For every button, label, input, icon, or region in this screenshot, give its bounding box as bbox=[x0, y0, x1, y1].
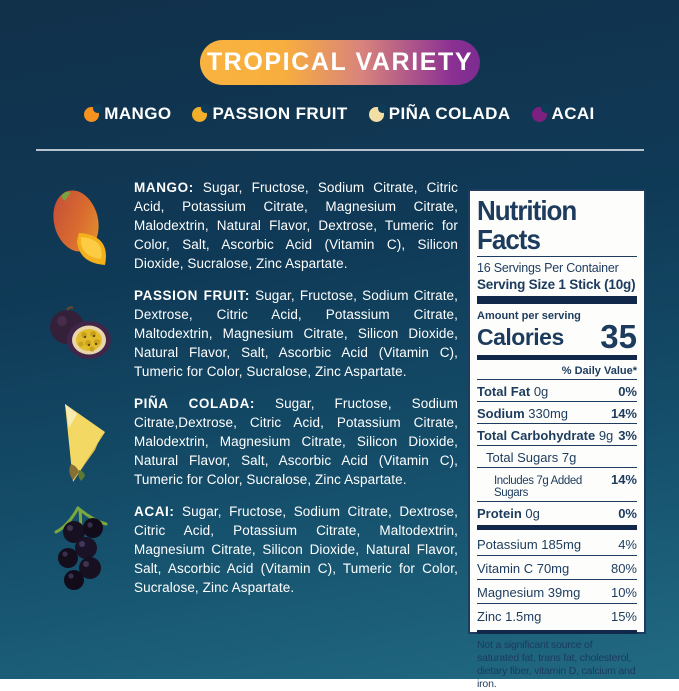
vitamin-label: Vitamin C 70mg bbox=[477, 560, 570, 576]
nutrition-row-sodium: Sodium 330mg 14% bbox=[477, 402, 637, 425]
daily-value: 80% bbox=[610, 560, 637, 576]
passion-fruit-dot-icon bbox=[192, 103, 211, 122]
legend-item-mango: MANGO bbox=[84, 103, 172, 124]
daily-value: 14% bbox=[610, 405, 637, 421]
legend-label: PASSION FRUIT bbox=[212, 104, 348, 123]
thick-bar bbox=[477, 355, 637, 361]
nutrition-row-total-carbohydrate: Total Carbohydrate 9g 3% bbox=[477, 424, 637, 447]
daily-value: 0% bbox=[618, 505, 637, 521]
banner-title: TROPICAL VARIETY bbox=[206, 48, 474, 76]
ingredients-list: MANGO: Sugar, Fructose, Sodium Citrate, … bbox=[36, 178, 458, 615]
calories-label: Calories bbox=[477, 324, 564, 351]
nutrition-facts-panel: Nutrition Facts 16 Servings Per Containe… bbox=[468, 189, 646, 690]
legend-label: MANGO bbox=[104, 104, 172, 123]
vitamin-rows: Potassium 185mg 4% Vitamin C 70mg 80% Magnes… bbox=[477, 532, 637, 627]
ingredient-text: PIÑA COLADA: Sugar, Fructose, Sodium Cit… bbox=[134, 396, 458, 487]
nutrient-label: Includes 7g Added Sugars bbox=[494, 474, 582, 499]
acai-icon bbox=[36, 502, 124, 602]
nutrient-rows: Total Fat 0g 0% Sodium 330mg 14% Total Carbo… bbox=[477, 380, 637, 523]
nutrient-label: Protein 0g bbox=[477, 505, 540, 521]
daily-value: 14% bbox=[610, 471, 637, 487]
thick-bar bbox=[477, 295, 637, 304]
ingredient-text: MANGO: Sugar, Fructose, Sodium Citrate, … bbox=[134, 180, 458, 271]
legend-item-acai: ACAI bbox=[531, 103, 595, 124]
ingredient-row-passion-fruit: PASSION FRUIT: Sugar, Fructose, Sodium C… bbox=[36, 286, 458, 381]
tropical-variety-banner: TROPICAL VARIETY bbox=[200, 40, 480, 85]
calories-value: 35 bbox=[600, 317, 637, 355]
mango-icon bbox=[36, 178, 124, 273]
daily-value: 4% bbox=[618, 536, 637, 552]
calories-row: Calories 35 bbox=[477, 317, 637, 355]
pi-a-colada-dot-icon bbox=[368, 103, 387, 122]
daily-value: 15% bbox=[610, 608, 637, 624]
pineapple-icon bbox=[36, 394, 124, 489]
thick-bar bbox=[477, 630, 637, 635]
daily-value: 0% bbox=[618, 383, 637, 399]
nutrient-label: Sodium 330mg bbox=[477, 405, 569, 421]
vitamin-row-potassium-185mg: Potassium 185mg 4% bbox=[477, 532, 637, 557]
daily-value-header: % Daily Value* bbox=[477, 362, 637, 381]
nutrient-label: Total Fat 0g bbox=[477, 383, 549, 399]
legend-item-pi-a-colada: PIÑA COLADA bbox=[368, 103, 511, 124]
nutrition-row-protein: Protein 0g 0% bbox=[477, 502, 637, 523]
passion-fruit-icon bbox=[36, 286, 124, 381]
nutrition-row-total-fat: Total Fat 0g 0% bbox=[477, 380, 637, 403]
vitamin-row-vitamin-c-70mg: Vitamin C 70mg 80% bbox=[477, 556, 637, 581]
nutrition-footnote: Not a significant source of saturated fa… bbox=[477, 639, 636, 691]
legend-label: PIÑA COLADA bbox=[388, 104, 511, 123]
ingredient-row-acai: ACAI: Sugar, Fructose, Sodium Citrate, D… bbox=[36, 502, 458, 602]
vitamin-row-magnesium-39mg: Magnesium 39mg 10% bbox=[477, 580, 637, 605]
nutrition-row-total-sugars: Total Sugars 7g bbox=[477, 446, 637, 469]
ingredient-text: ACAI: Sugar, Fructose, Sodium Citrate, D… bbox=[134, 504, 458, 595]
nutrition-facts-title: Nutrition Facts bbox=[477, 193, 577, 256]
legend-item-passion-fruit: PASSION FRUIT bbox=[192, 103, 348, 124]
legend-label: ACAI bbox=[551, 104, 595, 123]
nutrition-row-includes-7g-added-sugars: Includes 7g Added Sugars 14% bbox=[477, 468, 637, 503]
daily-value: 10% bbox=[610, 584, 637, 600]
daily-value: 3% bbox=[618, 427, 637, 443]
ingredient-row-mango: MANGO: Sugar, Fructose, Sodium Citrate, … bbox=[36, 178, 458, 273]
vitamin-row-zinc-1-5mg: Zinc 1.5mg 15% bbox=[477, 604, 637, 627]
nutrient-label: Total Sugars 7g bbox=[486, 449, 577, 465]
thick-bar bbox=[477, 525, 637, 531]
amount-per-serving-label: Amount per serving bbox=[477, 309, 581, 322]
mango-dot-icon bbox=[84, 103, 103, 122]
servings-per-container: 16 Servings Per Container bbox=[477, 260, 619, 275]
ingredient-row-pi-a-colada: PIÑA COLADA: Sugar, Fructose, Sodium Cit… bbox=[36, 394, 458, 489]
ingredient-text: PASSION FRUIT: Sugar, Fructose, Sodium C… bbox=[134, 288, 459, 379]
acai-dot-icon bbox=[531, 103, 550, 122]
divider-line bbox=[36, 149, 644, 151]
flavor-legend: MANGO PASSION FRUIT PIÑA COLADA ACAI bbox=[0, 103, 679, 124]
vitamin-label: Zinc 1.5mg bbox=[477, 608, 542, 624]
vitamin-label: Potassium 185mg bbox=[477, 536, 582, 552]
rule bbox=[477, 255, 637, 257]
vitamin-label: Magnesium 39mg bbox=[477, 584, 581, 600]
nutrient-label: Total Carbohydrate 9g bbox=[477, 427, 614, 443]
serving-size: Serving Size 1 Stick (10g) bbox=[477, 276, 636, 292]
